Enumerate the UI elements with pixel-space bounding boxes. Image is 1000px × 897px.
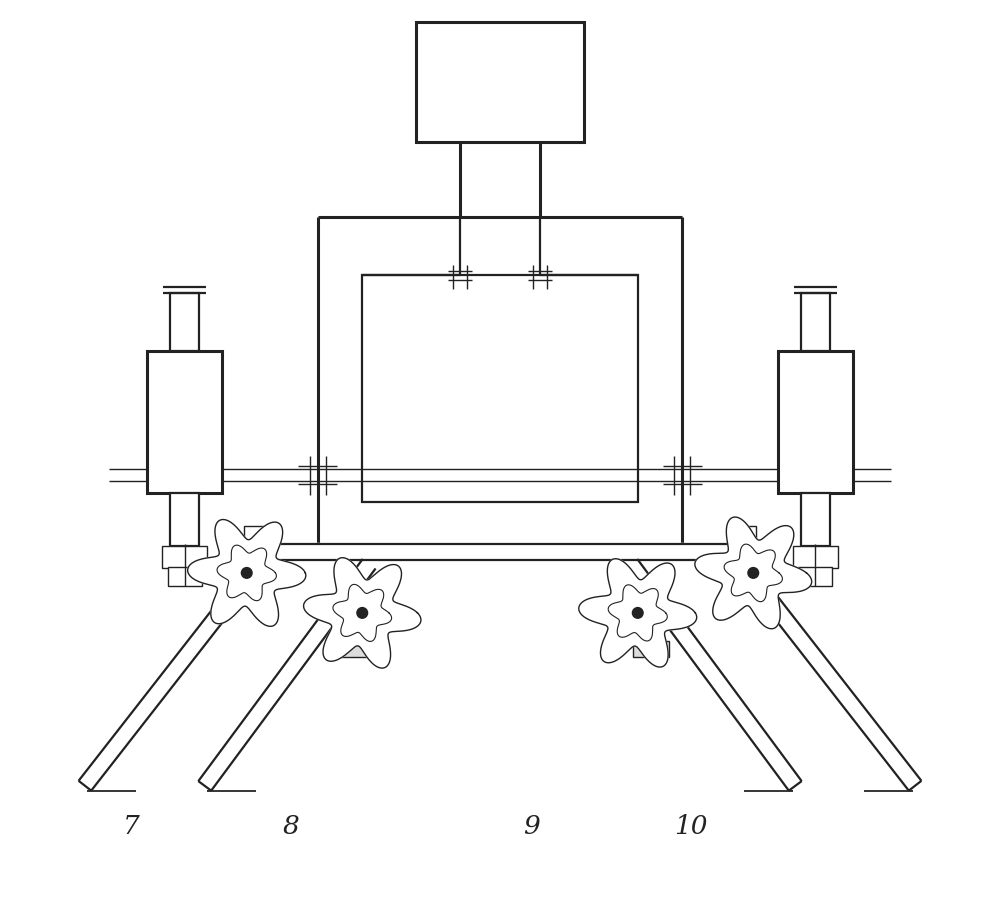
Polygon shape xyxy=(724,544,782,602)
Bar xyxy=(801,493,830,546)
Bar xyxy=(416,22,584,142)
Text: 8: 8 xyxy=(283,814,300,839)
Bar xyxy=(168,567,202,587)
Bar xyxy=(170,293,199,351)
Polygon shape xyxy=(217,545,276,601)
Polygon shape xyxy=(188,519,306,626)
Polygon shape xyxy=(579,559,697,667)
Circle shape xyxy=(357,607,368,618)
Bar xyxy=(778,351,853,493)
Bar xyxy=(801,293,830,351)
Bar xyxy=(736,526,756,560)
Circle shape xyxy=(241,568,252,579)
Polygon shape xyxy=(608,585,667,641)
Polygon shape xyxy=(695,517,812,629)
Bar xyxy=(362,275,638,501)
Bar xyxy=(162,546,207,569)
Bar xyxy=(793,546,838,569)
Text: 7: 7 xyxy=(123,814,140,839)
Bar xyxy=(633,641,669,658)
Bar xyxy=(244,526,264,560)
Text: 9: 9 xyxy=(523,814,539,839)
Polygon shape xyxy=(333,584,392,641)
Bar xyxy=(170,493,199,546)
Bar xyxy=(147,351,222,493)
Polygon shape xyxy=(304,558,421,668)
Bar xyxy=(798,567,832,587)
Bar xyxy=(331,641,367,658)
Circle shape xyxy=(748,568,759,579)
Circle shape xyxy=(632,607,643,618)
Text: 10: 10 xyxy=(674,814,708,839)
Bar xyxy=(251,544,749,560)
